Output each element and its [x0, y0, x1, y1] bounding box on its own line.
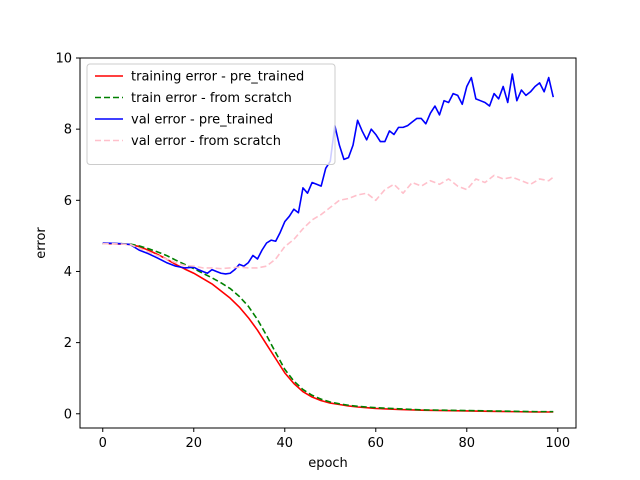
y-axis-ticks: 0 2 4 6 8 10 [55, 52, 80, 422]
y-axis-label: error [34, 227, 49, 259]
legend-label-0: training error - pre_trained [131, 70, 304, 85]
y-tick-label: 6 [64, 194, 72, 209]
legend-label-1: train error - from scratch [131, 91, 292, 106]
x-axis-label: epoch [308, 456, 348, 471]
series-line-2 [102, 73, 555, 275]
x-tick-label: 60 [368, 436, 385, 451]
x-axis-ticks: 0 20 40 60 80 100 [99, 428, 570, 451]
legend-label-2: val error - pre_trained [131, 113, 273, 128]
legend-box [86, 63, 336, 165]
series-line-1 [102, 242, 554, 413]
y-tick-label: 10 [55, 52, 72, 67]
legend-label-3: val error - from scratch [131, 134, 281, 149]
x-tick-label: 0 [99, 436, 107, 451]
x-tick-label: 80 [459, 436, 476, 451]
y-tick-label: 8 [64, 123, 72, 138]
axes-frame [79, 57, 577, 429]
series-line-3 [102, 174, 554, 270]
x-tick-label: 100 [545, 436, 570, 451]
series-layer [102, 73, 555, 413]
y-tick-label: 2 [64, 336, 72, 351]
x-tick-label: 40 [276, 436, 293, 451]
y-tick-label: 0 [64, 407, 72, 422]
x-tick-label: 20 [185, 436, 202, 451]
y-tick-label: 4 [64, 265, 72, 280]
